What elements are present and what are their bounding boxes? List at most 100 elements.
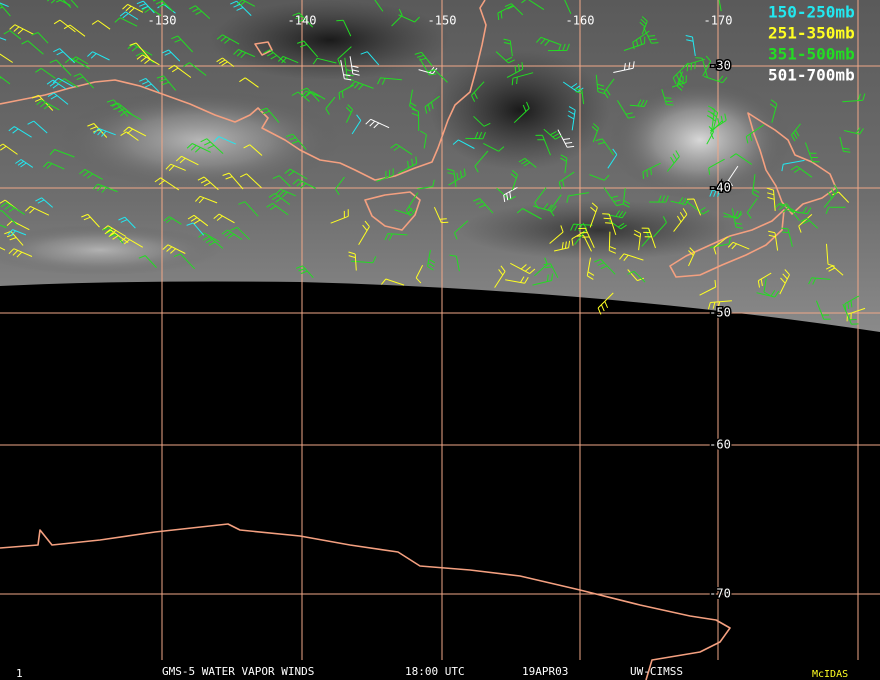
wind-barb xyxy=(839,136,851,153)
date: 19APR03 xyxy=(522,665,568,678)
legend-entry: 351-500mb xyxy=(768,45,855,64)
footer: 1 GMS-5 WATER VAPOR WINDS 18:00 UTC 19AP… xyxy=(16,665,848,680)
wind-barb xyxy=(0,202,25,216)
wind-barb xyxy=(474,150,489,173)
wind-barb xyxy=(0,247,6,251)
wind-barb xyxy=(114,17,138,27)
wind-barb xyxy=(781,227,793,247)
wind-barb xyxy=(446,168,457,188)
wind-barb xyxy=(603,78,615,99)
wind-barb xyxy=(619,253,644,262)
wind-barb xyxy=(165,163,186,172)
wind-barb xyxy=(518,157,537,168)
wind-barb xyxy=(576,235,592,252)
wind-barb xyxy=(325,96,336,115)
coastlines xyxy=(0,0,837,680)
wind-barb xyxy=(800,217,819,229)
wind-barb xyxy=(348,251,357,271)
wind-barb xyxy=(243,144,263,156)
wind-barb xyxy=(566,192,589,203)
wind-barb xyxy=(504,3,524,16)
wind-barb xyxy=(622,188,631,208)
wind-barb xyxy=(297,40,319,58)
wind-barb xyxy=(337,46,352,66)
wind-barb xyxy=(603,187,624,207)
wind-barb xyxy=(666,150,680,172)
wind-barb xyxy=(123,126,147,137)
wind-barb xyxy=(433,206,449,224)
wind-barb xyxy=(138,255,157,268)
wind-barb xyxy=(136,54,160,66)
wind-barb xyxy=(272,175,291,187)
longitude-label: -150 xyxy=(428,14,457,28)
product-name: GMS-5 WATER VAPOR WINDS xyxy=(162,665,314,678)
wind-barb xyxy=(296,265,314,279)
wind-barb xyxy=(595,138,615,156)
wind-barb xyxy=(558,171,575,189)
wind-barb xyxy=(424,95,440,114)
wind-barb xyxy=(547,43,570,52)
wind-barb xyxy=(335,176,345,196)
wind-barb xyxy=(661,89,674,106)
wind-barb xyxy=(560,154,568,174)
wind-barb xyxy=(449,254,460,272)
wind-barb xyxy=(222,172,244,190)
frame-number: 1 xyxy=(16,667,23,680)
wind-barb xyxy=(534,257,548,277)
wind-barb xyxy=(608,231,617,254)
wind-barb xyxy=(70,0,79,8)
wind-barb xyxy=(730,153,753,165)
wind-barb xyxy=(815,300,831,320)
antarctica-coast xyxy=(0,523,731,680)
wind-barb xyxy=(63,24,86,37)
wind-barb xyxy=(330,209,349,224)
wind-barb xyxy=(120,110,142,121)
wind-barb xyxy=(358,220,370,245)
wind-barb xyxy=(574,222,588,246)
wind-barb xyxy=(239,173,262,189)
wind-barb xyxy=(187,214,209,227)
source: UW-CIMSS xyxy=(630,665,683,678)
wind-barb xyxy=(81,213,100,228)
wind-barb xyxy=(521,0,545,11)
wind-barb xyxy=(791,123,801,142)
wind-barb xyxy=(284,168,308,180)
wind-barb xyxy=(549,225,564,244)
wind-barb xyxy=(118,216,136,229)
wind-barb xyxy=(49,149,75,158)
wind-barb xyxy=(374,0,384,12)
latitude-label: -30 xyxy=(709,59,731,73)
wind-barb xyxy=(671,75,687,88)
wind-barb xyxy=(122,3,144,13)
nz-south-island xyxy=(669,209,785,278)
wind-barb xyxy=(826,243,835,267)
wind-barb xyxy=(633,229,642,251)
wind-barb xyxy=(586,257,595,280)
wind-barb xyxy=(745,124,764,144)
wind-barb xyxy=(842,93,866,103)
wind-barb xyxy=(43,161,65,170)
wind-barb xyxy=(195,195,218,204)
wind-barb xyxy=(351,114,362,135)
wind-barb xyxy=(338,84,355,100)
wind-barb xyxy=(533,203,557,212)
wind-barb xyxy=(390,143,413,156)
latitude-label: -40 xyxy=(709,181,731,195)
wind-barb xyxy=(707,300,732,310)
wind-barb xyxy=(376,168,394,182)
wind-barb xyxy=(35,197,54,208)
wind-barb xyxy=(47,92,69,105)
wind-barb xyxy=(263,49,286,64)
wind-barb xyxy=(27,120,48,134)
wind-barb xyxy=(632,30,650,50)
wind-barb xyxy=(0,143,18,155)
wind-barb xyxy=(653,216,667,238)
wind-barb xyxy=(360,51,380,66)
wind-barb xyxy=(189,5,211,19)
wind-barb xyxy=(91,20,111,30)
wind-barb xyxy=(292,178,316,189)
wind-barb xyxy=(391,8,403,27)
wind-barb xyxy=(763,278,771,296)
tasmania-coast xyxy=(364,191,421,231)
